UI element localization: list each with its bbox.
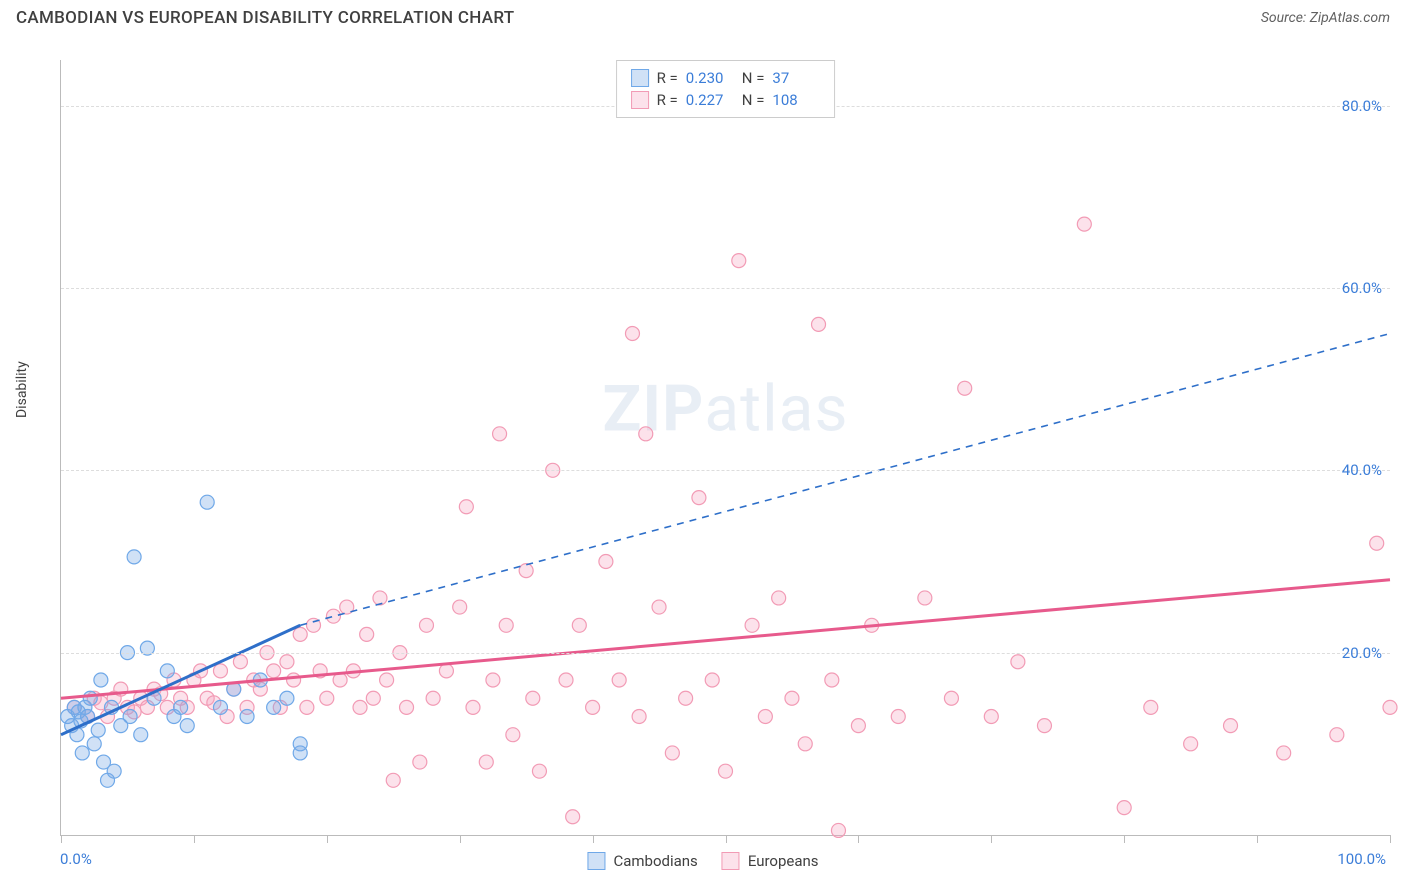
x-tick (593, 835, 594, 843)
legend-item-cambodians: Cambodians (587, 852, 697, 870)
legend-label-a: Cambodians (613, 852, 697, 870)
gridline (61, 288, 1390, 289)
scatter-svg (61, 60, 1390, 835)
plot-area: R = 0.230 N = 37 R = 0.227 N = 108 ZIPat… (60, 60, 1390, 836)
r-label: R = (657, 69, 678, 87)
bottom-legend: Cambodians Europeans (587, 852, 818, 870)
legend-item-europeans: Europeans (722, 852, 819, 870)
y-tick-label: 20.0% (1342, 644, 1382, 662)
n-label: N = (742, 69, 765, 87)
x-tick (1124, 835, 1125, 843)
r-value-a: 0.230 (686, 69, 734, 87)
y-axis-label: Disability (14, 361, 30, 418)
y-tick-label: 40.0% (1342, 461, 1382, 479)
x-tick (460, 835, 461, 843)
swatch-cambodians-icon (587, 852, 605, 870)
n-label: N = (742, 91, 765, 109)
r-label: R = (657, 91, 678, 109)
n-value-a: 37 (772, 69, 820, 87)
y-tick-label: 80.0% (1342, 97, 1382, 115)
legend-label-b: Europeans (748, 852, 819, 870)
x-tick (61, 835, 62, 843)
x-min-label: 0.0% (60, 850, 92, 868)
x-tick (858, 835, 859, 843)
y-tick-label: 60.0% (1342, 279, 1382, 297)
swatch-cambodians-icon (631, 69, 649, 87)
stats-legend-box: R = 0.230 N = 37 R = 0.227 N = 108 (616, 60, 836, 118)
x-max-label: 100.0% (1337, 850, 1386, 868)
stats-row-a: R = 0.230 N = 37 (631, 67, 821, 89)
n-value-b: 108 (772, 91, 820, 109)
x-tick (991, 835, 992, 843)
swatch-europeans-icon (722, 852, 740, 870)
x-tick (726, 835, 727, 843)
x-tick (327, 835, 328, 843)
x-tick (1257, 835, 1258, 843)
stats-row-b: R = 0.227 N = 108 (631, 89, 821, 111)
x-tick (1390, 835, 1391, 843)
r-value-b: 0.227 (686, 91, 734, 109)
x-tick (194, 835, 195, 843)
source-credit: Source: ZipAtlas.com (1261, 10, 1390, 26)
gridline (61, 470, 1390, 471)
chart-area: Disability R = 0.230 N = 37 R = 0.227 N … (16, 40, 1390, 876)
gridline (61, 653, 1390, 654)
swatch-europeans-icon (631, 91, 649, 109)
chart-title: CAMBODIAN VS EUROPEAN DISABILITY CORRELA… (16, 8, 514, 28)
